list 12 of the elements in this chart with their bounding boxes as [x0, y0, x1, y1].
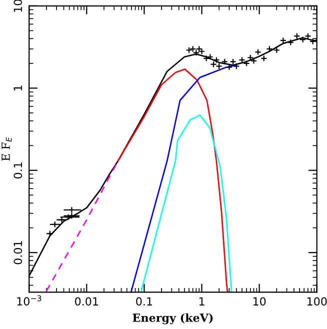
x-tick-label: 0.01 — [75, 297, 98, 306]
x-tick-label: 100 — [307, 297, 327, 306]
x-tick-label: 10 — [253, 297, 266, 306]
y-tick-label: 10 — [14, 0, 22, 12]
x-tick-label: 1 — [199, 297, 204, 306]
y-tick-label: 0.1 — [14, 162, 22, 178]
x-axis-title: Energy (keV) — [132, 313, 213, 324]
y-tick-label: 0.01 — [14, 241, 22, 264]
y-axis-title: E F$_{E}$ — [2, 137, 12, 161]
x-tick-label: 0.1 — [136, 297, 152, 306]
y-tick-label: 1 — [14, 86, 22, 90]
x-tick-label: 10$^{−3}$ — [17, 295, 42, 306]
